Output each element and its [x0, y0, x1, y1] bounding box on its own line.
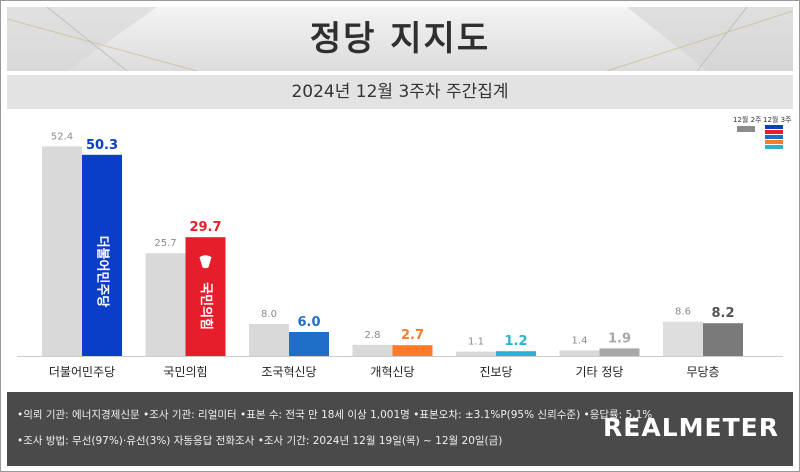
legend-swatch-curr-4: [765, 140, 783, 144]
value-label-prev-4: 1.1: [468, 337, 484, 348]
party-logo-text-1: 국민의힘: [198, 282, 214, 330]
bar-curr-3: [392, 345, 433, 356]
bar-prev-6: [663, 321, 703, 356]
bar-curr-5: [599, 348, 640, 356]
people-power-emblem-icon: [199, 255, 212, 269]
bar-curr-4: [496, 351, 536, 356]
legend-swatch-prev: [737, 126, 755, 132]
methodology-footer: •의뢰 기관: 에너지경제신문 •조사 기관: 리얼미터 •표본 수: 전국 만…: [7, 392, 793, 466]
value-label-curr-1: 29.7: [189, 220, 221, 235]
bar-curr-2: [289, 332, 329, 356]
title-banner: 정당 지지도: [7, 7, 793, 71]
value-label-prev-0: 52.4: [51, 131, 73, 142]
chart-legend: 12월 2주 12월 3주: [733, 115, 792, 165]
value-label-prev-6: 8.6: [675, 307, 691, 318]
bar-prev-3: [352, 344, 393, 356]
page-title: 정당 지지도: [309, 19, 491, 59]
footer-methodology-line1: •의뢰 기관: 에너지경제신문 •조사 기관: 리얼미터 •표본 수: 전국 만…: [17, 409, 653, 421]
value-label-prev-3: 2.8: [365, 330, 381, 341]
realmeter-logo: REALMETER: [603, 413, 779, 442]
value-label-curr-6: 8.2: [711, 306, 734, 321]
bar-curr-6: [703, 323, 743, 356]
legend-swatch-curr-1: [765, 125, 783, 129]
legend-swatch-curr-2: [765, 130, 783, 134]
survey-period-subtitle: 2024년 12월 3주차 주간집계: [7, 75, 793, 109]
value-label-prev-1: 25.7: [154, 238, 176, 249]
bar-prev-1: [145, 253, 186, 356]
bar-prev-0: [42, 146, 82, 356]
category-label-6: 무당층: [686, 365, 719, 379]
banner-decoration: [7, 7, 793, 71]
category-label-3: 개혁신당: [370, 365, 414, 379]
value-label-curr-5: 1.9: [608, 331, 631, 346]
chart-area: 52.4 50.3 더불어민주당 25.7 29.7 국민의힘 8.0 6.0 조국혁신당 2.8…: [7, 111, 793, 389]
category-label-0: 더불어민주당: [49, 365, 115, 379]
legend-label-curr: 12월 3주: [763, 116, 792, 124]
value-label-prev-5: 1.4: [572, 335, 588, 346]
bar-prev-5: [559, 350, 600, 356]
category-label-5: 기타 정당: [576, 365, 624, 379]
value-label-prev-2: 8.0: [261, 309, 277, 320]
footer-methodology-line2: •조사 방법: 무선(97%)·유선(3%) 자동응답 전화조사 •조사 기간:…: [17, 435, 503, 447]
legend-swatch-curr-3: [765, 135, 783, 139]
legend-swatch-curr-5: [765, 145, 783, 149]
party-logo-text-0: 더불어민주당: [95, 236, 111, 308]
category-label-2: 조국혁신당: [261, 365, 316, 379]
bar-prev-4: [456, 351, 496, 356]
value-label-curr-4: 1.2: [504, 334, 527, 349]
value-label-curr-2: 6.0: [297, 315, 320, 330]
bar-prev-2: [249, 324, 289, 356]
value-label-curr-0: 50.3: [86, 138, 118, 153]
category-label-1: 국민의힘: [163, 365, 207, 379]
bar-curr-0: [82, 154, 122, 356]
legend-label-prev: 12월 2주: [733, 116, 762, 124]
value-label-curr-3: 2.7: [401, 328, 424, 343]
category-label-4: 진보당: [479, 365, 512, 379]
bar-chart: 52.4 50.3 더불어민주당 25.7 29.7 국민의힘 8.0 6.0 조국혁신당 2.8…: [17, 131, 783, 379]
